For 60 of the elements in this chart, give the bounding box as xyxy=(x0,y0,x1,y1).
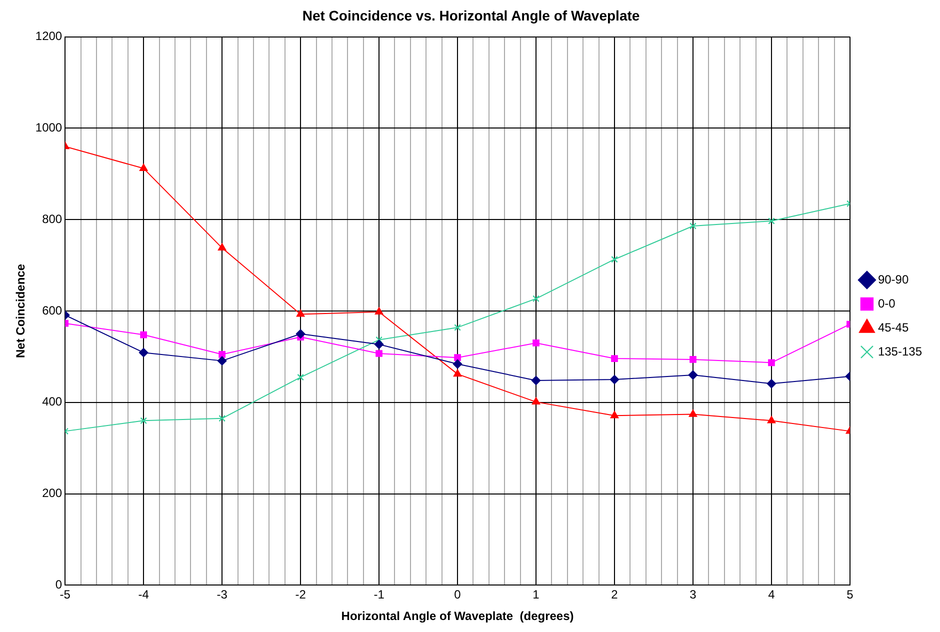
legend-label: 45-45 xyxy=(878,320,909,334)
legend-label: 90-90 xyxy=(878,272,909,286)
point xyxy=(376,350,382,357)
point xyxy=(766,379,776,388)
point xyxy=(768,359,775,366)
y-tick-label: 400 xyxy=(42,394,62,409)
point xyxy=(611,256,618,263)
point xyxy=(690,356,696,363)
point xyxy=(688,410,698,417)
point xyxy=(610,411,619,418)
x-tick-label: -2 xyxy=(295,588,306,602)
x-tick-label: -5 xyxy=(60,588,71,602)
x-tick-label: -4 xyxy=(138,588,150,602)
x-tick-label: 2 xyxy=(611,588,618,602)
point xyxy=(452,359,462,369)
point xyxy=(532,397,540,405)
point xyxy=(768,218,775,224)
point xyxy=(140,331,148,338)
point xyxy=(218,243,226,251)
point xyxy=(454,324,461,331)
point xyxy=(532,295,540,302)
x-tick-label: 5 xyxy=(846,588,854,602)
point xyxy=(531,376,541,386)
y-tick-label: 1200 xyxy=(35,29,62,44)
point xyxy=(610,374,620,384)
x-tick-label: 3 xyxy=(690,588,697,602)
x-tick-label: 0 xyxy=(454,588,462,602)
point xyxy=(296,310,305,317)
point xyxy=(453,369,462,377)
point xyxy=(690,222,696,230)
point xyxy=(374,307,384,315)
point xyxy=(140,164,148,172)
chart-title: Net Coincidence vs. Horizontal Angle of Waveplate xyxy=(302,7,640,24)
point xyxy=(138,348,148,358)
point xyxy=(611,355,618,362)
point xyxy=(218,350,226,358)
point xyxy=(532,340,540,346)
x-axis-title: Horizontal Angle of Waveplate (degrees) xyxy=(341,609,574,624)
y-tick-label: 600 xyxy=(42,303,62,318)
y-tick-label: 0 xyxy=(55,578,62,592)
x-tick-label: 1 xyxy=(532,588,540,602)
y-tick-label: 800 xyxy=(42,212,62,226)
y-tick-label: 1000 xyxy=(35,120,62,135)
legend-label: 135-135 xyxy=(878,344,922,358)
point xyxy=(454,354,461,362)
point xyxy=(296,329,306,338)
x-tick-label: -3 xyxy=(216,588,228,602)
point xyxy=(374,340,384,349)
point xyxy=(767,416,776,424)
x-tick-label: 4 xyxy=(768,588,776,602)
x-tick-label: -1 xyxy=(374,588,385,602)
point xyxy=(376,336,382,344)
point xyxy=(688,370,698,380)
point xyxy=(140,417,148,424)
point xyxy=(217,356,227,366)
legend-label: 0-0 xyxy=(878,296,896,310)
y-axis-title: Net Coincidence xyxy=(14,264,28,358)
y-tick-label: 200 xyxy=(42,486,62,500)
point xyxy=(218,414,226,422)
point xyxy=(297,374,304,381)
